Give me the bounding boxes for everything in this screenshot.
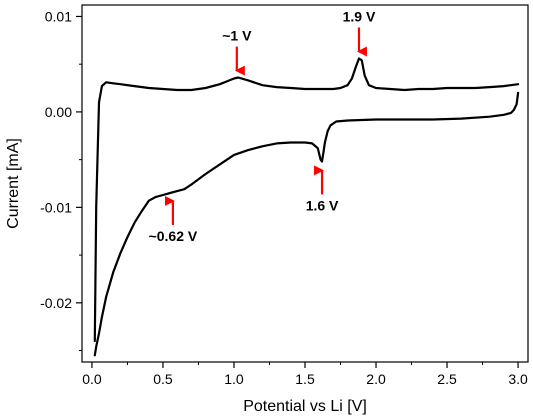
y-tick-label: -0.01 bbox=[40, 199, 72, 215]
x-tick-label: 1.0 bbox=[224, 371, 244, 387]
annotation-label: 1.6 V bbox=[306, 197, 339, 213]
y-tick-label: 0.00 bbox=[45, 104, 72, 120]
x-tick-label: 1.5 bbox=[295, 371, 315, 387]
plot-frame bbox=[81, 4, 529, 363]
x-tick-label: 0.0 bbox=[82, 371, 102, 387]
y-tick-label: -0.02 bbox=[40, 295, 72, 311]
y-axis-label: Current [mA] bbox=[5, 138, 22, 229]
y-tick-label: 0.01 bbox=[45, 8, 72, 24]
x-tick-label: 3.0 bbox=[508, 371, 528, 387]
annotation-label: ~0.62 V bbox=[149, 228, 198, 244]
x-axis-label: Potential vs Li [V] bbox=[243, 398, 367, 415]
cv-trace-line bbox=[93, 91, 520, 357]
annotation-label: 1.9 V bbox=[343, 9, 376, 25]
cv-trace-line bbox=[93, 57, 520, 343]
x-tick-label: 0.5 bbox=[153, 371, 173, 387]
annotation-label: ~1 V bbox=[222, 28, 252, 44]
x-tick-label: 2.5 bbox=[437, 371, 457, 387]
x-tick-label: 2.0 bbox=[366, 371, 386, 387]
